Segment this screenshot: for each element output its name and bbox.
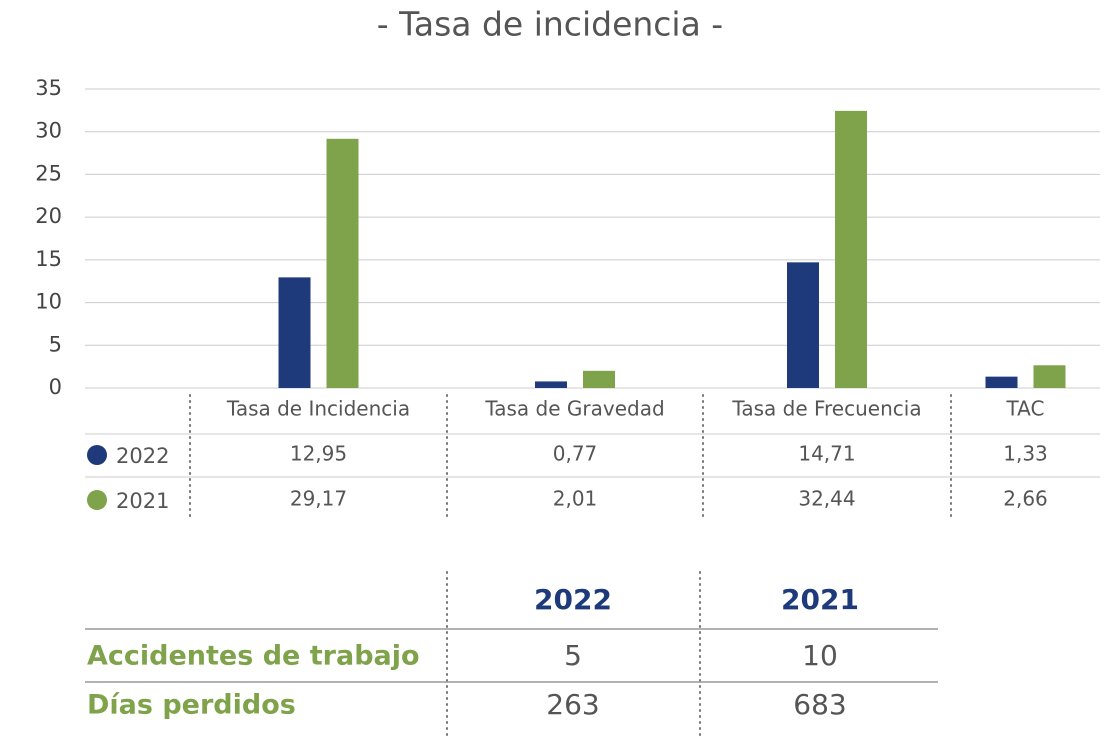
legend-swatch bbox=[87, 445, 107, 465]
data-label: 14,71 bbox=[798, 442, 855, 466]
bar bbox=[326, 138, 359, 388]
y-tick-label: 30 bbox=[35, 119, 62, 143]
data-label: 2,01 bbox=[553, 487, 598, 511]
x-tick-label: Tasa de Frecuencia bbox=[731, 397, 921, 421]
bar bbox=[535, 381, 567, 388]
x-tick-label: TAC bbox=[1006, 397, 1045, 421]
y-tick-label: 10 bbox=[35, 290, 62, 314]
x-tick-label: Tasa de Incidencia bbox=[226, 397, 410, 421]
table-cell: 683 bbox=[793, 688, 846, 721]
y-tick-label: 15 bbox=[35, 247, 62, 271]
data-label: 12,95 bbox=[290, 442, 347, 466]
chart-title: - Tasa de incidencia - bbox=[377, 5, 723, 44]
y-tick-label: 35 bbox=[35, 76, 62, 100]
data-label: 1,33 bbox=[1003, 442, 1048, 466]
table-header: 2022 bbox=[534, 583, 612, 616]
bar bbox=[985, 376, 1018, 388]
y-tick-label: 25 bbox=[35, 161, 62, 185]
data-label: 32,44 bbox=[798, 487, 855, 511]
row-label: Días perdidos bbox=[87, 690, 296, 721]
row-label: Accidentes de trabajo bbox=[87, 641, 420, 672]
bar bbox=[278, 277, 311, 388]
table-header: 2021 bbox=[781, 583, 859, 616]
bar bbox=[1033, 365, 1066, 388]
data-label: 2,66 bbox=[1003, 487, 1048, 511]
legend-label: 2022 bbox=[116, 444, 169, 468]
table-cell: 263 bbox=[546, 688, 599, 721]
y-tick-label: 0 bbox=[49, 375, 62, 399]
data-label: 0,77 bbox=[553, 442, 598, 466]
y-tick-label: 20 bbox=[35, 204, 62, 228]
table-cell: 10 bbox=[802, 639, 838, 672]
y-tick-label: 5 bbox=[49, 332, 62, 356]
bar bbox=[835, 110, 867, 388]
data-label: 29,17 bbox=[290, 487, 347, 511]
x-tick-label: Tasa de Gravedad bbox=[484, 397, 664, 421]
bar bbox=[787, 262, 819, 388]
legend-label: 2021 bbox=[116, 489, 169, 513]
legend-swatch bbox=[87, 490, 107, 510]
table-cell: 5 bbox=[564, 639, 582, 672]
bar bbox=[583, 370, 615, 388]
